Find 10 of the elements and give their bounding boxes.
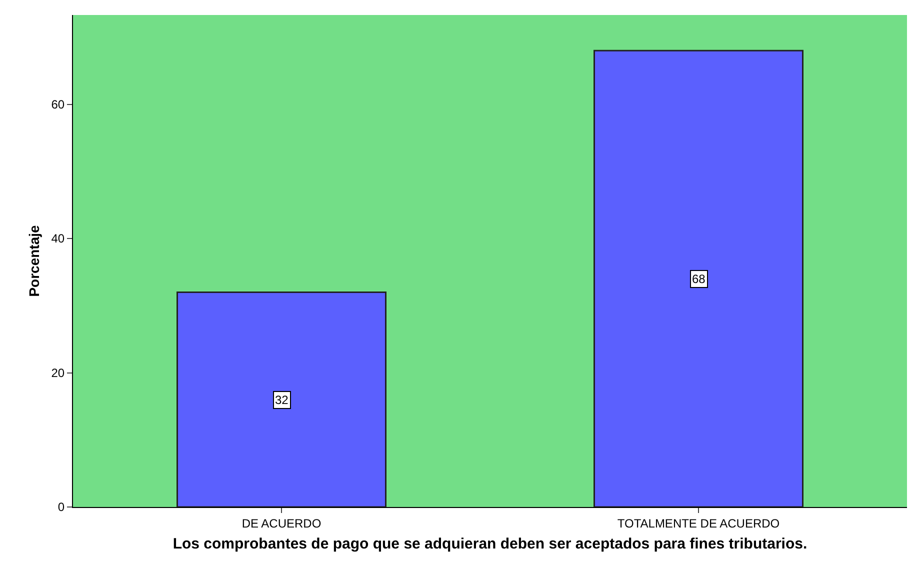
y-tick-label: 60 — [51, 97, 65, 112]
y-tick-label: 20 — [51, 366, 65, 380]
y-tick-label: 0 — [58, 500, 65, 514]
x-axis-title: Los comprobantes de pago que se adquieran deben ser aceptados para fines tributarios. — [172, 535, 808, 552]
data-label: 32 — [275, 393, 289, 407]
y-axis-title: Porcentaje — [26, 224, 42, 297]
x-tick-label: DE ACUERDO — [242, 516, 322, 530]
data-label: 68 — [692, 272, 706, 286]
x-tick-label: TOTALMENTE DE ACUERDO — [617, 516, 780, 530]
y-tick-label: 40 — [51, 232, 65, 246]
